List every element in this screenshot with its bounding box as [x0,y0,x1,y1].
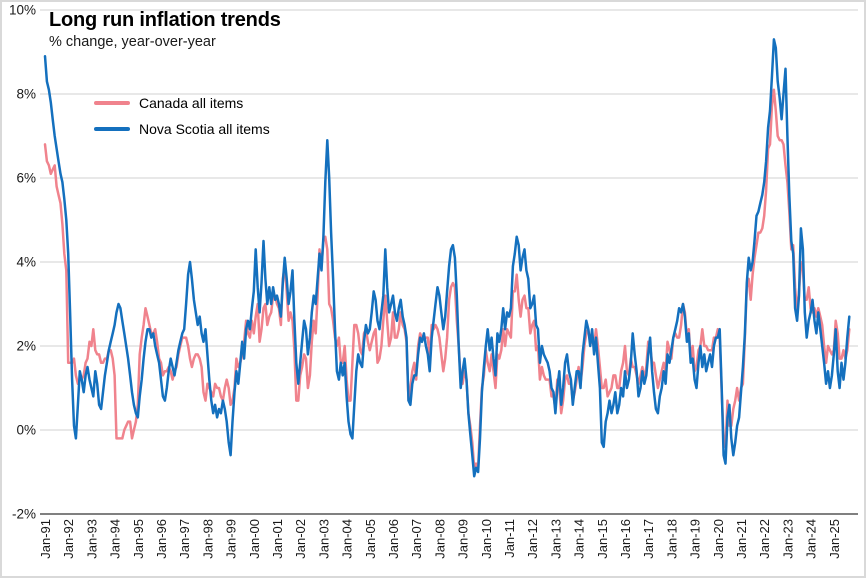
x-tick-label: Jan-94 [108,519,123,559]
legend-item-nova-scotia: Nova Scotia all items [94,121,270,137]
x-tick-label: Jan-97 [177,519,192,559]
x-tick-label: Jan-99 [224,519,239,559]
x-tick-label: Jan-08 [432,519,447,559]
legend-label-canada: Canada all items [139,95,244,111]
x-tick-label: Jan-98 [200,519,215,559]
x-tick-label: Jan-92 [61,519,76,559]
x-tick-label: Jan-25 [827,519,842,559]
x-tick-label: Jan-14 [572,519,587,559]
x-tick-label: Jan-95 [131,519,146,559]
y-tick-label: 0% [16,423,36,438]
x-tick-label: Jan-04 [340,519,355,559]
nova-scotia-line-swatch [94,127,130,131]
x-tick-label: Jan-09 [456,519,471,559]
x-tick-label: Jan-01 [270,519,285,559]
x-tick-label: Jan-24 [804,519,819,559]
x-tick-label: Jan-00 [247,519,262,559]
x-tick-label: Jan-19 [688,519,703,559]
x-tick-label: Jan-17 [641,519,656,559]
y-tick-label: 10% [9,3,36,18]
chart-subtitle: % change, year-over-year [49,34,216,50]
x-tick-label: Jan-13 [548,519,563,559]
legend-item-canada: Canada all items [94,95,270,111]
x-tick-label: Jan-03 [316,519,331,559]
canada-line-swatch [94,101,130,105]
x-tick-label: Jan-05 [363,519,378,559]
x-tick-label: Jan-06 [386,519,401,559]
x-tick-label: Jan-20 [711,519,726,559]
x-tick-label: Jan-22 [757,519,772,559]
chart-title: Long run inflation trends [49,9,281,31]
y-tick-label: 6% [16,171,36,186]
chart-legend: Canada all items Nova Scotia all items [94,95,270,137]
legend-label-nova-scotia: Nova Scotia all items [139,121,270,137]
x-tick-label: Jan-07 [409,519,424,559]
x-tick-label: Jan-18 [664,519,679,559]
y-tick-label: -2% [12,507,36,522]
x-tick-label: Jan-91 [38,519,53,559]
x-tick-label: Jan-02 [293,519,308,559]
x-tick-label: Jan-21 [734,519,749,559]
y-tick-label: 8% [16,87,36,102]
y-tick-label: 2% [16,339,36,354]
x-tick-label: Jan-16 [618,519,633,559]
x-tick-label: Jan-10 [479,519,494,559]
x-tick-label: Jan-23 [780,519,795,559]
x-tick-label: Jan-93 [84,519,99,559]
nova-scotia-line [43,38,851,478]
x-tick-label: Jan-12 [525,519,540,559]
x-tick-label: Jan-15 [595,519,610,559]
y-tick-label: 4% [16,255,36,270]
x-tick-label: Jan-11 [502,519,517,558]
x-tick-label: Jan-96 [154,519,169,559]
